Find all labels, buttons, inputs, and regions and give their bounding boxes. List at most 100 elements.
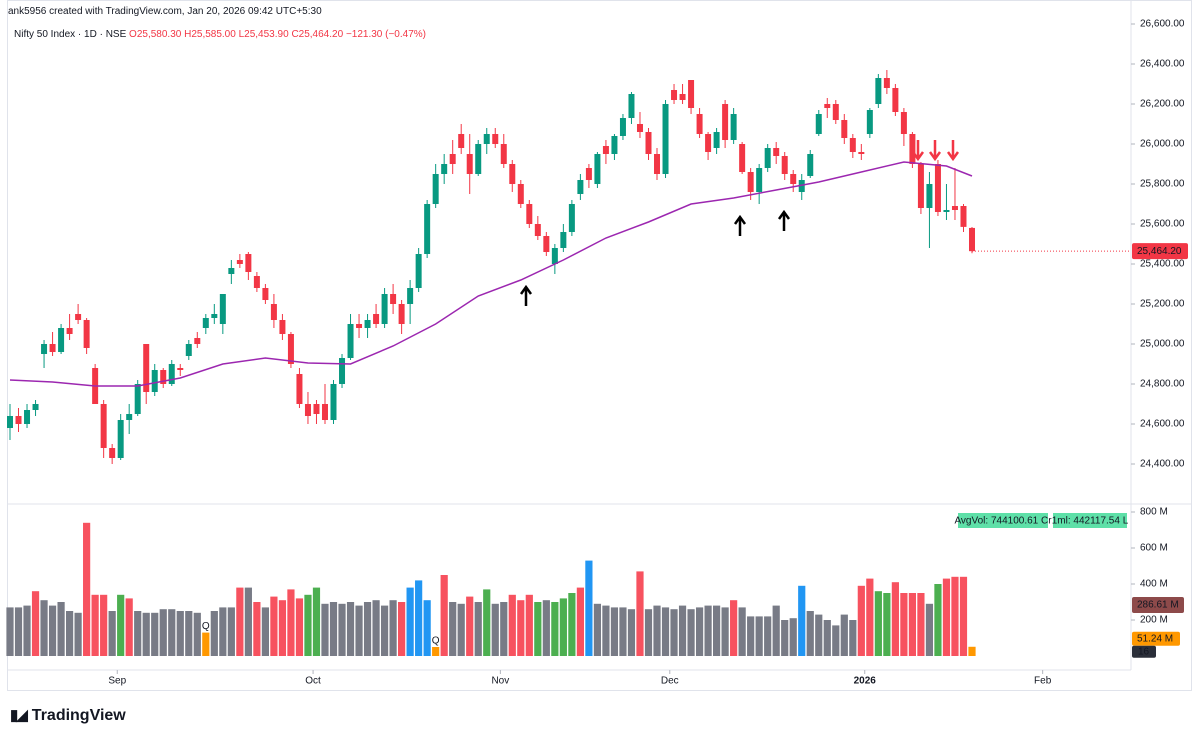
volume-bar — [57, 602, 65, 656]
candle-body — [526, 204, 533, 224]
y2-tick-label: 800 M — [1140, 507, 1168, 518]
candle-body — [143, 344, 150, 392]
indicator-box — [958, 513, 1048, 528]
ohlc-change: −121.30 (−0.47%) — [345, 29, 426, 40]
y-tick-label: 24,600.00 — [1140, 419, 1185, 430]
volume-bar — [312, 587, 321, 656]
x-tick-label: 2026 — [854, 676, 877, 687]
volume-bar — [108, 611, 116, 656]
volume-bar — [815, 614, 823, 656]
volume-bar — [329, 602, 338, 656]
volume-bar — [602, 605, 610, 656]
up-arrow — [777, 209, 791, 231]
volume-bar — [219, 607, 227, 656]
volume-bar — [398, 602, 406, 656]
down-arrow — [946, 140, 960, 162]
logo-text: TradingView — [31, 707, 126, 724]
last-price-box — [1132, 243, 1188, 260]
indicator-label: 1ml: 442117.54 L — [1052, 516, 1129, 527]
volume-bar — [627, 609, 636, 656]
candle-body — [645, 132, 652, 154]
candle-body — [602, 146, 609, 154]
candle-body — [177, 368, 184, 370]
volume-bar — [781, 620, 789, 656]
moving-average — [9, 161, 973, 387]
volume-bar — [31, 591, 40, 656]
candle-body — [960, 206, 967, 227]
volume-avg-box — [1132, 597, 1184, 613]
ohlc-close: C25,464.20 — [291, 29, 344, 40]
volume-bar — [466, 596, 474, 656]
volume-bar — [363, 602, 372, 656]
candle-body — [722, 104, 729, 140]
candle-body — [943, 210, 950, 212]
volume-avg-label: 286.61 M — [1137, 600, 1179, 611]
candle-body — [858, 152, 865, 154]
indicator-label: AvgVol: 744100.61 Cr — [954, 516, 1052, 527]
candle-body — [866, 110, 873, 134]
x-tick-label: Feb — [1034, 676, 1052, 687]
candle-body — [739, 144, 746, 172]
volume-bar — [432, 647, 440, 656]
candle-body — [892, 88, 899, 112]
volume-bar — [730, 600, 738, 656]
candle-body — [611, 136, 618, 154]
volume-count-label: 16 — [1138, 646, 1150, 657]
volume-bar — [159, 609, 167, 656]
volume-bar — [210, 611, 218, 656]
candle-body — [415, 254, 422, 288]
volume-bar — [593, 603, 602, 656]
volume-bar — [823, 620, 831, 656]
volume-bar — [176, 611, 184, 656]
volume-bar — [747, 616, 755, 656]
candle-body — [636, 124, 643, 132]
candle-body — [83, 320, 90, 348]
candle-body — [15, 416, 22, 424]
volume-bar — [576, 587, 584, 656]
volume-bar — [968, 646, 976, 656]
volume-bar — [406, 587, 414, 656]
last-price-label: 25,464.20 — [1137, 246, 1182, 257]
volume-bar — [48, 605, 57, 656]
volume-bar — [500, 602, 508, 656]
candle-body — [321, 404, 328, 420]
volume-bar — [883, 593, 891, 656]
candle-body — [202, 318, 209, 328]
volume-bar — [474, 602, 482, 656]
y-tick-label: 25,200.00 — [1140, 299, 1185, 310]
volume-bar — [678, 605, 687, 656]
y-tick-label: 24,800.00 — [1140, 379, 1185, 390]
indicator-box — [1053, 513, 1127, 528]
volume-bar — [832, 625, 840, 656]
volume-bar — [74, 612, 82, 656]
volume-bar — [840, 614, 848, 656]
candle-body — [883, 78, 890, 88]
candle-body — [951, 206, 958, 210]
volume-bar — [14, 607, 23, 656]
y-tick-label: 26,200.00 — [1140, 99, 1185, 110]
candle-body — [432, 174, 439, 204]
volume-bar — [151, 612, 159, 656]
volume-bar — [440, 575, 448, 656]
candle-body — [330, 384, 337, 420]
marks: 24,400.00 24,600.00 24,800.00 25,000.00 25,2… — [6, 19, 1188, 687]
legend: Nifty 50 Index · 1D · NSE O25,580.30 H25… — [14, 29, 426, 40]
candle-body — [764, 148, 771, 168]
ohlc-open: O25,580.30 — [129, 29, 182, 40]
candle-body — [185, 344, 192, 356]
volume-bar — [117, 594, 125, 656]
volume-bar — [415, 580, 423, 656]
volume-bar — [125, 598, 133, 656]
volume-bar — [653, 605, 661, 656]
candle-body — [815, 114, 822, 134]
candle-body — [407, 288, 414, 304]
volume-marker: Q — [432, 636, 440, 647]
candle-body — [381, 294, 388, 324]
candle-body — [364, 320, 371, 328]
volume-bar — [185, 611, 193, 656]
logo: ▮◢ TradingView — [10, 706, 126, 725]
candle-body — [790, 174, 797, 184]
volume-bar — [23, 605, 31, 656]
